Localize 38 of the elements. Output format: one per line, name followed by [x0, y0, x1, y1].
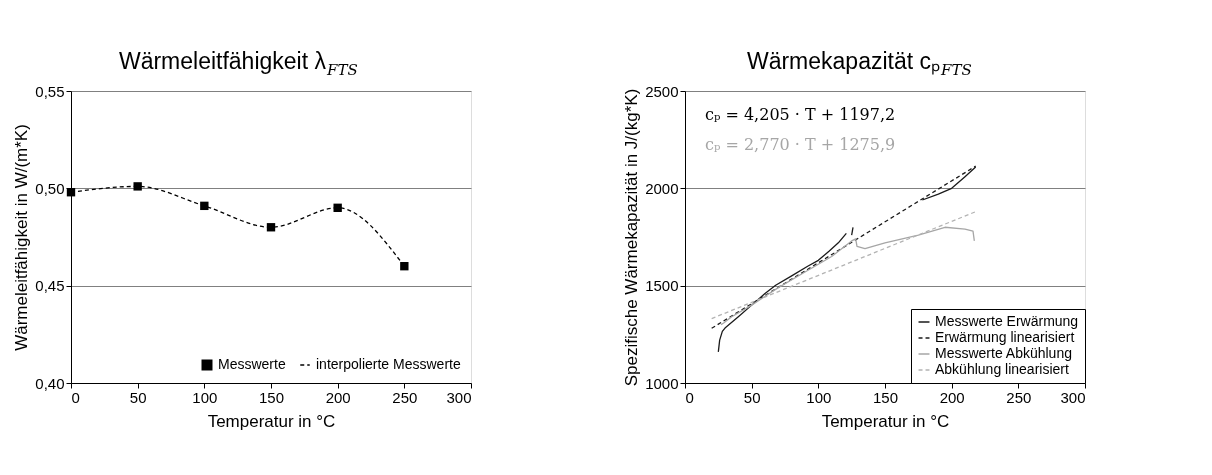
point — [333, 203, 342, 212]
x-axis-title: Temperatur in °C — [207, 411, 336, 431]
y-tick-label: 1500 — [645, 277, 679, 295]
point — [400, 262, 409, 271]
y-tick-label: 0,55 — [35, 82, 65, 100]
annotation: cₚ = 2,770 · T + 1275,9 — [705, 135, 896, 154]
x-tick-label: 100 — [192, 388, 218, 406]
y-axis-title: Wärmeleitfähigkeit in W/(m*K) — [12, 124, 32, 351]
annotation: cₚ = 4,205 · T + 1197,2 — [705, 105, 896, 124]
y-tick-label: 1000 — [645, 374, 679, 392]
y-tick-label: 0,40 — [35, 374, 65, 392]
x-tick-label: 150 — [872, 388, 899, 406]
point — [200, 201, 209, 211]
y-tick-label: 2000 — [645, 179, 679, 197]
x-tick-label: 200 — [939, 388, 965, 406]
x-tick-label: 150 — [258, 388, 285, 406]
x-tick-label: 0 — [71, 388, 80, 406]
legend-label: Messwerte — [218, 356, 286, 372]
legend-label: Messwerte Erwärmung — [935, 313, 1079, 329]
x-tick-label: 300 — [446, 388, 472, 406]
legend-label: Abkühlung linearisiert — [935, 361, 1069, 377]
x-tick-label: 250 — [392, 388, 418, 406]
y-axis-title: Spezifische Wärmekapazität in J/(kg*K) — [622, 88, 642, 387]
x-tick-label: 50 — [743, 388, 761, 406]
legend-label: Messwerte Abkühlung — [935, 345, 1072, 361]
x-axis-title: Temperatur in °C — [821, 411, 950, 431]
y-tick-label: 2500 — [645, 82, 679, 100]
y-tick-label: 0,50 — [35, 179, 65, 197]
x-tick-label: 100 — [806, 388, 832, 406]
point — [133, 182, 142, 191]
x-tick-label: 200 — [325, 388, 351, 406]
x-tick-label: 50 — [129, 388, 147, 406]
legend-label: Erwärmung linearisiert — [935, 329, 1075, 345]
x-tick-label: 0 — [685, 388, 694, 406]
legend-label: interpolierte Messwerte — [316, 356, 461, 372]
x-tick-label: 250 — [1006, 388, 1032, 406]
x-tick-label: 300 — [1060, 388, 1086, 406]
y-tick-label: 0,45 — [35, 277, 65, 295]
